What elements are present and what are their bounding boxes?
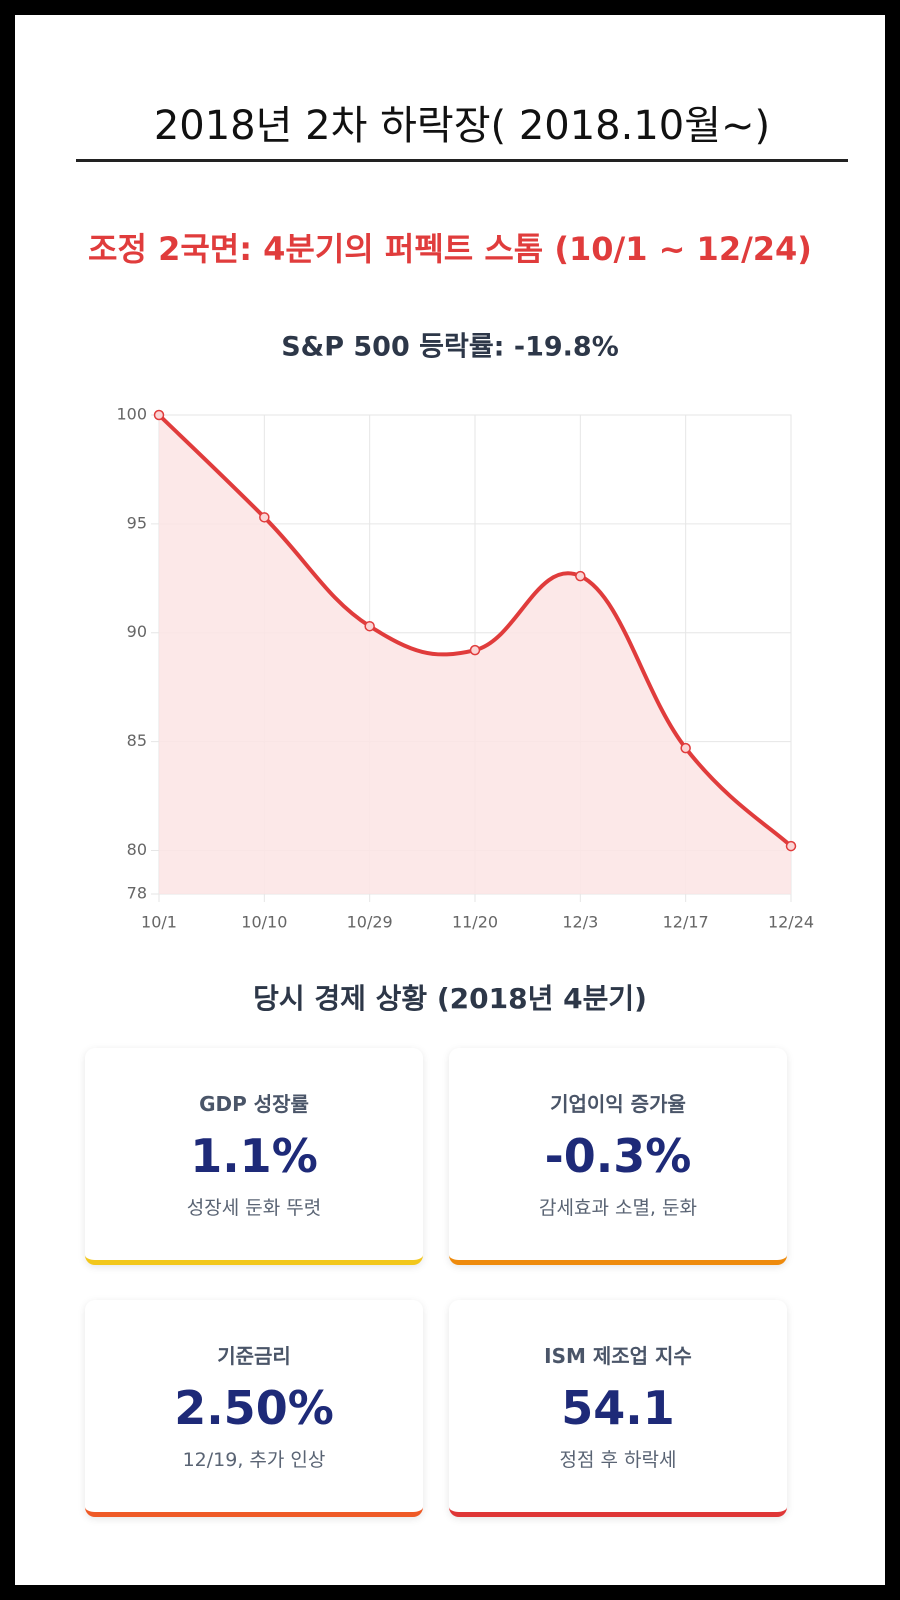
point — [575, 570, 586, 582]
x-tick-label: 12/24 — [768, 913, 814, 932]
point — [259, 512, 270, 523]
subtitle: 조정 2국면: 4분기의 퍼펙트 스톰 (10/1 ~ 12/24) — [88, 230, 812, 268]
card-value: 1.1% — [190, 1129, 318, 1183]
stat-card: ISM 제조업 지수 54.1 정점 후 하락세 — [449, 1300, 787, 1517]
y-tick-label: 100 — [116, 405, 147, 424]
point — [469, 644, 481, 656]
point — [153, 409, 165, 421]
chart: S&P 500 등락률: -19.8% 78 80 85 90 95 100 10/1 10/… — [116, 332, 814, 932]
card-value: 54.1 — [561, 1381, 675, 1435]
point — [364, 620, 375, 632]
card-value: -0.3% — [544, 1129, 692, 1183]
stat-card: GDP 성장률 1.1% 성장세 둔화 뚜렷 — [85, 1048, 423, 1265]
y-tick-label: 90 — [127, 622, 147, 641]
y-tick-label: 85 — [127, 731, 147, 750]
y-tick-label: 78 — [127, 884, 147, 903]
section-title: 당시 경제 상황 (2018년 4분기) — [253, 982, 647, 1015]
x-tick-label: 10/29 — [347, 913, 393, 932]
card-label: 기준금리 — [217, 1344, 291, 1368]
card-note: 성장세 둔화 뚜렷 — [186, 1197, 322, 1219]
card-note: 정점 후 하락세 — [559, 1449, 677, 1471]
stat-card: 기업이익 증가율 -0.3% 감세효과 소멸, 둔화 — [449, 1048, 787, 1265]
card-note: 12/19, 추가 인상 — [182, 1449, 326, 1471]
x-tick-label: 12/17 — [663, 913, 709, 932]
y-tick-label: 95 — [127, 513, 147, 532]
x-tick-label: 10/1 — [141, 913, 177, 932]
x-tick-label: 10/10 — [241, 913, 287, 932]
y-tick-label: 80 — [127, 840, 147, 859]
page-title: 2018년 2차 하락장( 2018.10월~) — [153, 103, 771, 149]
point — [680, 742, 691, 754]
point — [785, 840, 797, 852]
card-label: 기업이익 증가율 — [550, 1092, 686, 1116]
card-label: GDP 성장률 — [199, 1092, 309, 1116]
card-label: ISM 제조업 지수 — [544, 1344, 692, 1368]
x-tick-label: 12/3 — [562, 913, 598, 932]
card-note: 감세효과 소멸, 둔화 — [539, 1197, 697, 1219]
chart-title: S&P 500 등락률: -19.8% — [281, 332, 619, 363]
card-value: 2.50% — [174, 1381, 334, 1435]
stat-card: 기준금리 2.50% 12/19, 추가 인상 — [85, 1300, 423, 1517]
x-tick-label: 11/20 — [452, 913, 498, 932]
panel: 2018년 2차 하락장( 2018.10월~) 조정 2국면: 4분기의 퍼펙… — [15, 15, 885, 1585]
title-rule — [76, 159, 848, 162]
